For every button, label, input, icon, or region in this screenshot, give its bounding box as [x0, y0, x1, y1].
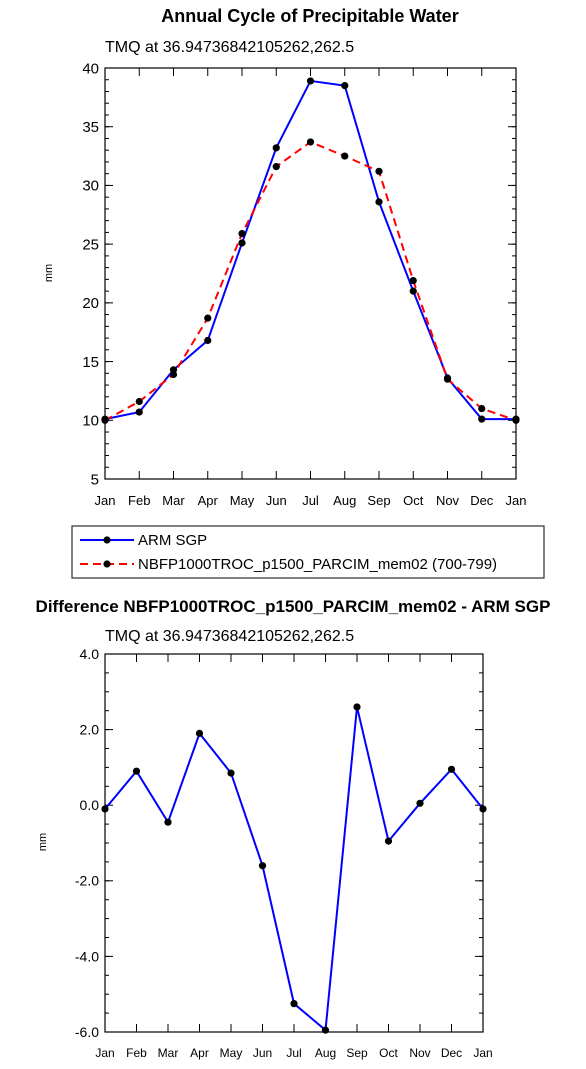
- chart1-ytick-label: 35: [82, 119, 99, 136]
- chart2-series-0-point: [227, 769, 235, 777]
- chart2-series-0-point: [353, 703, 361, 711]
- chart2-ytick-label: 2.0: [80, 722, 100, 738]
- legend-marker-model: [103, 560, 111, 568]
- chart2-plot-frame: [104, 653, 484, 1033]
- chart2-series-0-point: [258, 862, 267, 870]
- chart2-xtick-label: Jan: [473, 1046, 492, 1060]
- chart2-xtick-label: Apr: [190, 1046, 209, 1060]
- chart1-xtick-label: Dec: [470, 493, 494, 508]
- chart2-series-0-point: [384, 837, 393, 845]
- chart1-ytick-label: 40: [82, 60, 99, 77]
- chart2-xtick-label: Oct: [379, 1046, 398, 1060]
- chart2-ytick-label: 0.0: [80, 797, 100, 813]
- chart2-series-0-point: [132, 767, 141, 775]
- chart1-xtick-label: May: [230, 493, 255, 508]
- legend-box: [71, 525, 545, 579]
- chart2-ytick-label: -2.0: [75, 873, 99, 889]
- chart1-series-0-point: [478, 415, 486, 423]
- chart1-xtick-label: Sep: [367, 493, 390, 508]
- chart2-ytick-label: 4.0: [80, 646, 100, 662]
- chart1-series-1-point: [135, 397, 143, 406]
- chart1-xtick-label: Jan: [95, 493, 116, 508]
- chart2-series-0-point: [101, 805, 109, 813]
- chart1-marks: 5 10 15 20 25 30 35 40 Jan Feb Mar Apr May Jun Jul Aug S…: [82, 60, 526, 508]
- chart1-series-0-point: [272, 144, 280, 152]
- chart2-series-0-point: [447, 765, 456, 773]
- chart2-xtick-label: Sep: [346, 1046, 368, 1060]
- chart2-series-0-point: [321, 1026, 330, 1034]
- chart2-xtick-label: Jul: [286, 1046, 301, 1060]
- chart1-subtitle: TMQ at 36.94736842105262,262.5: [105, 39, 354, 56]
- legend-label-arm: ARM SGP: [138, 532, 207, 549]
- chart1-series-1-point: [341, 152, 349, 160]
- chart1-series-0-point: [375, 198, 383, 206]
- chart1-xtick-label: Jul: [302, 493, 319, 508]
- chart1-xtick-label: Jan: [506, 493, 527, 508]
- chart1-series-1-point: [272, 163, 280, 171]
- chart1-series-1-point: [375, 167, 383, 175]
- chart1-xtick-label: Jun: [266, 493, 287, 508]
- legend-label-model: NBFP1000TROC_p1500_PARCIM_mem02 (700-799…: [138, 556, 497, 573]
- chart1-series-1-point: [169, 370, 178, 379]
- chart1-series-1-point: [478, 404, 486, 413]
- chart1-series-0-point: [135, 408, 143, 416]
- chart2-marks: -6.0 -4.0 -2.0 0.0 2.0 4.0 Jan Feb Mar Apr May Jun J…: [75, 646, 493, 1060]
- chart2-xtick-label: Nov: [409, 1046, 430, 1060]
- legend: ARM SGP NBFP1000TROC_p1500_PARCIM_mem02 …: [71, 525, 545, 579]
- chart2-xtick-label: May: [220, 1046, 243, 1060]
- chart2-series-0-point: [479, 805, 487, 813]
- chart1-title: Annual Cycle of Precipitable Water: [161, 6, 458, 26]
- chart2-xtick-label: Aug: [315, 1046, 336, 1060]
- chart1-series-0-point: [306, 77, 315, 85]
- chart1-series-1-point: [443, 375, 452, 383]
- chart1-xtick-label: Apr: [198, 493, 219, 508]
- chart2-xtick-label: Dec: [441, 1046, 462, 1060]
- chart2-xtick-label: Feb: [126, 1046, 147, 1060]
- chart1-series-1-point: [409, 276, 417, 285]
- chart1-xtick-label: Mar: [162, 493, 185, 508]
- chart1-xtick-label: Oct: [403, 493, 424, 508]
- chart1-series-0-point: [204, 336, 212, 345]
- chart1-ytick-label: 25: [82, 236, 99, 253]
- chart2-subtitle: TMQ at 36.94736842105262,262.5: [105, 628, 354, 645]
- chart1-ylabel: mm: [43, 264, 55, 282]
- chart2-title: Difference NBFP1000TROC_p1500_PARCIM_mem…: [36, 597, 551, 616]
- chart2-ytick-label: -6.0: [75, 1024, 99, 1040]
- chart2-series-line-0: [104, 706, 484, 1033]
- chart1-plot-frame: [104, 67, 517, 480]
- legend-marker-arm: [103, 536, 111, 544]
- chart1-xtick-label: Nov: [436, 493, 460, 508]
- chart1-ytick-label: 10: [82, 413, 99, 430]
- chart2-ytick-label: -4.0: [75, 948, 99, 964]
- chart2-xtick-label: Jan: [95, 1046, 114, 1060]
- chart1-series-1-point: [238, 229, 246, 238]
- chart1-series-0-point: [409, 287, 417, 295]
- chart1-series-1-point: [204, 314, 212, 322]
- chart2-series-0-point: [290, 1000, 298, 1008]
- chart2-series-0-point: [164, 818, 172, 826]
- chart2-ylabel: mm: [37, 833, 49, 851]
- chart1-ytick-label: 5: [91, 471, 99, 488]
- chart1-series-1-point: [101, 416, 109, 424]
- chart1-xtick-label: Feb: [128, 493, 150, 508]
- chart1-series-line-0: [104, 79, 516, 421]
- chart2-xtick-label: Jun: [253, 1046, 272, 1060]
- chart2-series-0-point: [416, 799, 424, 807]
- chart1-xtick-label: Aug: [333, 493, 356, 508]
- chart2-xtick-label: Mar: [158, 1046, 179, 1060]
- chart1-ytick-label: 20: [82, 295, 99, 312]
- chart1-ytick-label: 15: [82, 354, 99, 371]
- chart1-series-1-point: [306, 138, 315, 146]
- chart1-series-0-point: [238, 239, 246, 247]
- chart1-ytick-label: 30: [82, 178, 99, 195]
- chart1-series-1-point: [512, 416, 520, 424]
- chart1-series-0-point: [341, 82, 349, 90]
- chart2-series-0-point: [195, 729, 204, 737]
